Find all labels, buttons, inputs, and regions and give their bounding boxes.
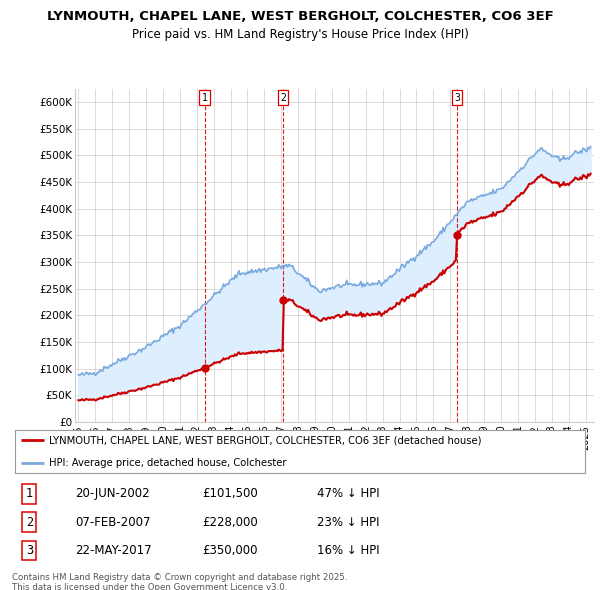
Text: 2: 2: [280, 93, 286, 103]
Text: 16% ↓ HPI: 16% ↓ HPI: [317, 544, 380, 557]
Text: 20-JUN-2002: 20-JUN-2002: [76, 487, 150, 500]
Text: LYNMOUTH, CHAPEL LANE, WEST BERGHOLT, COLCHESTER, CO6 3EF: LYNMOUTH, CHAPEL LANE, WEST BERGHOLT, CO…: [47, 10, 553, 23]
Text: 2: 2: [26, 516, 33, 529]
Text: £101,500: £101,500: [202, 487, 258, 500]
Text: £228,000: £228,000: [202, 516, 258, 529]
Text: This data is licensed under the Open Government Licence v3.0.: This data is licensed under the Open Gov…: [12, 583, 287, 590]
Text: Contains HM Land Registry data © Crown copyright and database right 2025.: Contains HM Land Registry data © Crown c…: [12, 573, 347, 582]
Text: 47% ↓ HPI: 47% ↓ HPI: [317, 487, 380, 500]
FancyBboxPatch shape: [15, 430, 585, 473]
Text: 1: 1: [202, 93, 208, 103]
Text: HPI: Average price, detached house, Colchester: HPI: Average price, detached house, Colc…: [49, 458, 287, 468]
Text: 3: 3: [454, 93, 460, 103]
Text: 07-FEB-2007: 07-FEB-2007: [76, 516, 151, 529]
Text: 3: 3: [26, 544, 33, 557]
Text: 23% ↓ HPI: 23% ↓ HPI: [317, 516, 380, 529]
Text: LYNMOUTH, CHAPEL LANE, WEST BERGHOLT, COLCHESTER, CO6 3EF (detached house): LYNMOUTH, CHAPEL LANE, WEST BERGHOLT, CO…: [49, 435, 482, 445]
Text: Price paid vs. HM Land Registry's House Price Index (HPI): Price paid vs. HM Land Registry's House …: [131, 28, 469, 41]
Text: 22-MAY-2017: 22-MAY-2017: [76, 544, 152, 557]
Text: 1: 1: [26, 487, 33, 500]
Text: £350,000: £350,000: [202, 544, 257, 557]
